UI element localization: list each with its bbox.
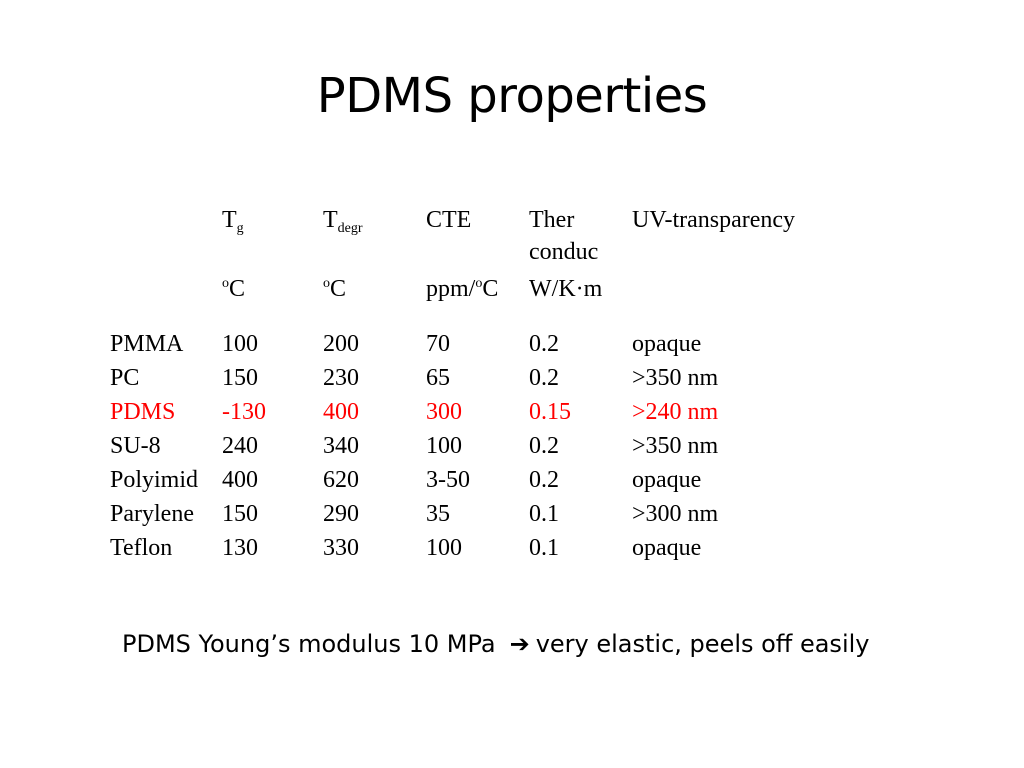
row-uv: opaque [632,535,702,561]
row-uv: opaque [632,467,702,493]
row-cte: 100 [426,433,462,459]
row-ther: 0.1 [529,535,559,561]
unit-tdegr-sup: o [323,276,330,291]
properties-table: Tg Tdegr CTE Ther conduc UV-transparency… [110,206,796,561]
row-ther: 0.2 [529,331,559,357]
row-ther: 0.1 [529,501,559,527]
header-tg: Tg [222,206,244,236]
unit-ther: W/K·m [529,276,603,302]
row-tdegr: 230 [323,365,359,391]
header-ther-line1: Ther [529,207,575,233]
row-cte: 3-50 [426,467,470,493]
unit-cte: ppm/oC [426,275,498,303]
row-ther: 0.2 [529,433,559,459]
row-material: Parylene [110,501,194,527]
header-tdegr-sub: degr [337,221,363,236]
row-uv: >350 nm [632,365,719,391]
row-ther: 0.2 [529,467,559,493]
note-text: PDMS Young’s modulus 10 MPa ➔ very elastic… [122,624,882,665]
row-tg: 150 [222,365,258,391]
row-cte: 70 [426,331,450,357]
right-arrow-icon: ➔ [509,630,530,658]
row-material: PDMS [110,399,176,425]
row-cte: 100 [426,535,462,561]
row-material: Polyimid [110,467,199,493]
unit-tg-unit: C [229,276,246,302]
row-tg: 150 [222,501,258,527]
row-uv: >300 nm [632,501,719,527]
header-cte: CTE [426,207,472,233]
header-ther-line2: conduc [529,239,599,265]
row-tg: 130 [222,535,258,561]
header-uv: UV-transparency [632,207,796,233]
unit-tg-sup: o [222,276,229,291]
row-material: SU-8 [110,433,161,459]
row-tg: 240 [222,433,258,459]
row-tdegr: 340 [323,433,359,459]
note-part1: PDMS Young’s modulus 10 MPa [122,630,496,658]
row-material: PMMA [110,331,184,357]
row-ther: 0.15 [529,399,571,425]
row-uv: >350 nm [632,433,719,459]
row-cte: 35 [426,501,450,527]
unit-cte-prefix: ppm/ [426,276,476,302]
header-tg-main: T [222,207,237,233]
slide-title: PDMS properties [316,68,708,124]
row-tdegr: 400 [323,399,359,425]
row-cte: 300 [426,399,462,425]
row-tg: 100 [222,331,258,357]
row-material: Teflon [110,535,173,561]
row-tg: 400 [222,467,258,493]
row-tdegr: 200 [323,331,359,357]
unit-tdegr: oC [323,275,346,303]
row-tdegr: 620 [323,467,359,493]
note-part2: very elastic, peels off easily [535,630,870,658]
row-tdegr: 290 [323,501,359,527]
row-material: PC [110,365,140,391]
unit-tdegr-unit: C [330,276,347,302]
header-tdegr-main: T [323,207,338,233]
unit-cte-sup: o [475,276,483,291]
row-ther: 0.2 [529,365,559,391]
row-cte: 65 [426,365,450,391]
row-tg: -130 [222,399,266,425]
row-uv: >240 nm [632,399,719,425]
header-tdegr: Tdegr [323,206,363,236]
header-tg-sub: g [236,221,244,236]
row-uv: opaque [632,331,702,357]
unit-tg: oC [222,275,245,303]
row-tdegr: 330 [323,535,359,561]
unit-cte-unit: C [482,276,499,302]
